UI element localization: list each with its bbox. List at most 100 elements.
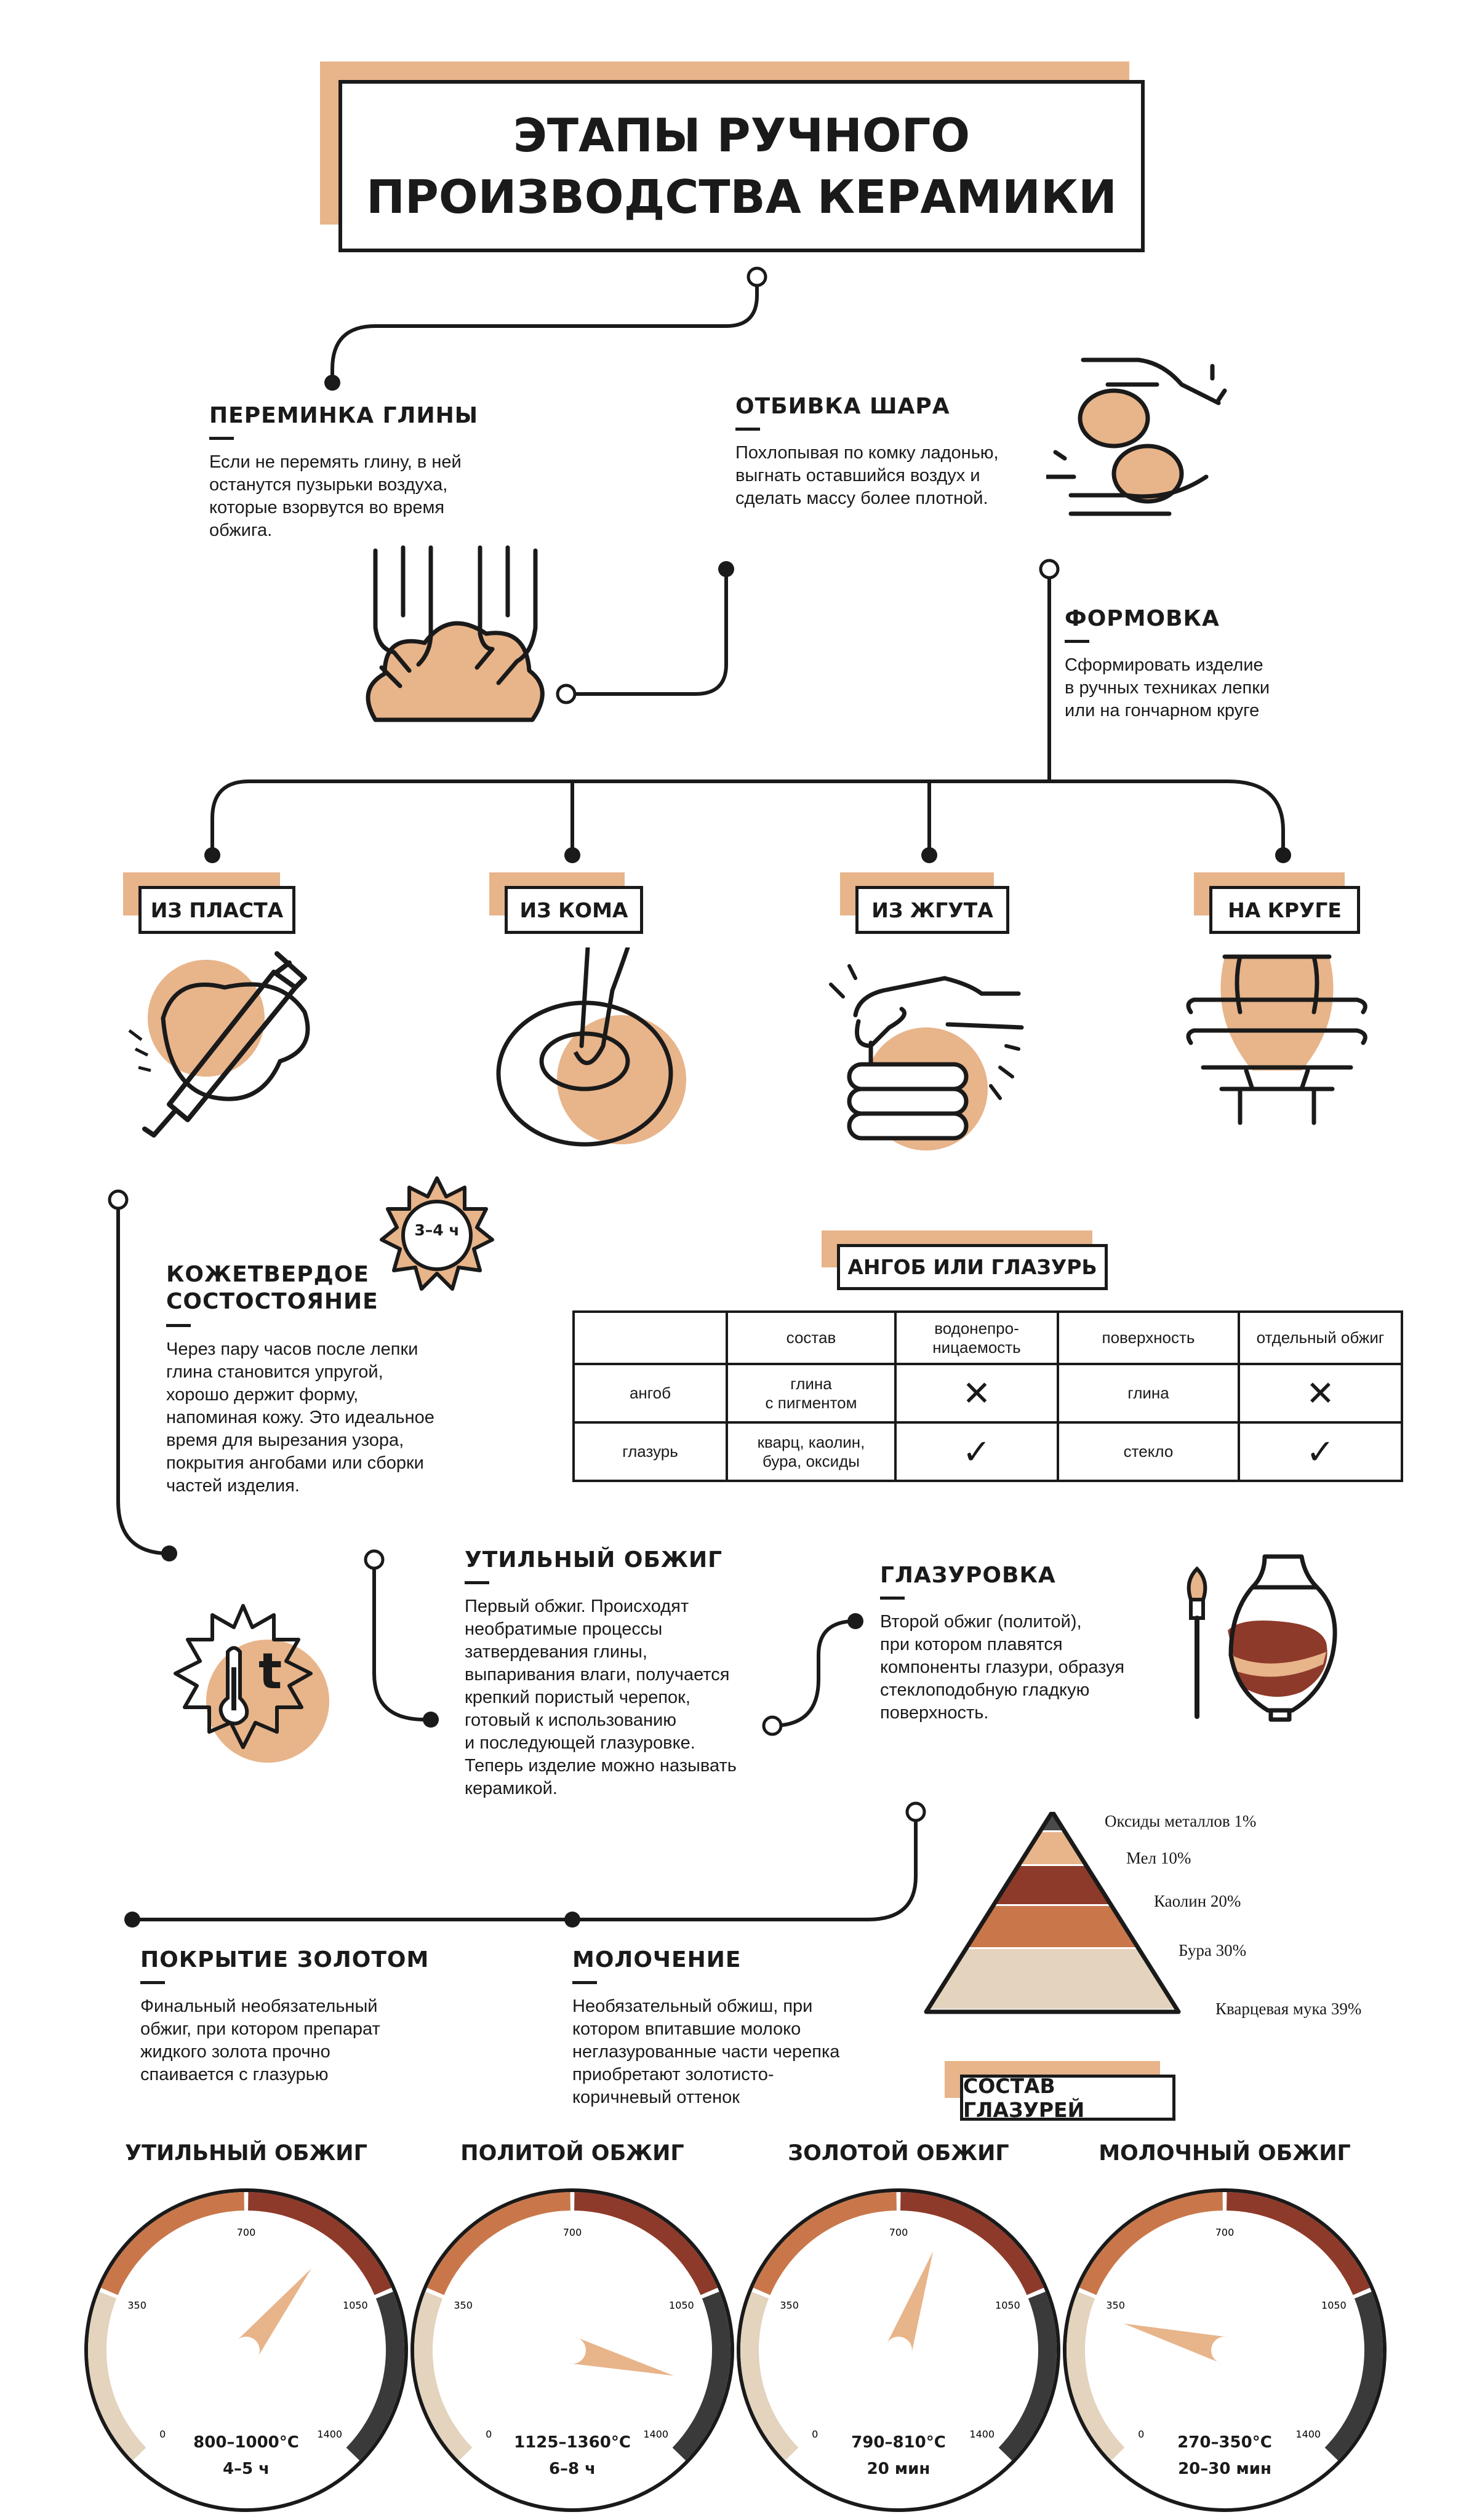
pyramid-label: Мел 10% — [1126, 1849, 1191, 1867]
cross-icon: ✕ — [1238, 1363, 1403, 1424]
gauge-segment — [1079, 2192, 1223, 2295]
gauge-tick-label: 700 — [889, 2227, 908, 2238]
gauge-tick-label: 1400 — [317, 2428, 342, 2440]
kneading-hands-icon — [366, 545, 545, 722]
stage-text: Необязательный обжиш, при котором впитавш… — [572, 1996, 840, 2107]
stage-heading: ФОРМОВКА — [1065, 606, 1372, 643]
stage-milk: МОЛОЧЕНИЕ Необязательный обжиш, при котор… — [572, 1947, 917, 2109]
gauge-tick-label: 1400 — [643, 2428, 668, 2440]
stage-heading: УТИЛЬНЫЙ ОБЖИГ — [465, 1547, 809, 1584]
gauge-tick-label: 700 — [563, 2227, 582, 2238]
stage-heading: КОЖЕТВЕРДОЕ СОСТОСТОЯНИЕ — [166, 1261, 486, 1327]
coil-building-icon — [829, 964, 1024, 1150]
pyramid-label: Бура 30% — [1179, 1941, 1247, 1960]
stage-glazing: ГЛАЗУРОВКА Второй обжиг (политой), при ко… — [880, 1563, 1175, 1725]
gauge-segment — [1067, 2291, 1125, 2461]
gauge-tick-label: 0 — [812, 2428, 818, 2440]
method-tag-coil: ИЗ ЖГУТА — [855, 886, 1009, 934]
table-row: ангоб глина с пигментом ✕ глина ✕ — [572, 1363, 1403, 1424]
gauge-temperature: 800–1000°C — [193, 2433, 299, 2452]
pyramid-layer-kaolin — [994, 1866, 1111, 1904]
gauge-tick-label: 1050 — [995, 2300, 1020, 2311]
pyramid-label: Каолин 20% — [1154, 1892, 1241, 1910]
gauge-tick-label: 350 — [127, 2300, 146, 2311]
gauge-segment — [1324, 2291, 1383, 2461]
glaze-pyramid — [924, 1812, 1181, 2014]
stage-forming: ФОРМОВКА Сформировать изделие в ручных те… — [1065, 606, 1372, 722]
stage-heading: ОТБИВКА ШАРА — [735, 394, 1055, 431]
gauge-segment — [672, 2291, 730, 2461]
gauge-tick-label: 1050 — [343, 2300, 368, 2311]
gauge-duration: 20–30 мин — [1178, 2460, 1271, 2478]
gauge-tick-label: 1050 — [1321, 2300, 1347, 2311]
stage-bisque: УТИЛЬНЫЙ ОБЖИГ Первый обжиг. Происходят н… — [465, 1547, 809, 1800]
gauge-dial: 0 350 700 1050 1400 — [84, 2188, 408, 2512]
gauge-tick-label: 350 — [1106, 2300, 1125, 2311]
stage-kneading: ПЕРЕМИНКА ГЛИНЫ Если не перемять глину, … — [209, 403, 529, 542]
gauge-segment — [247, 2192, 392, 2295]
pyramid-layer-oxides — [1040, 1812, 1065, 1830]
gauge-segment — [1226, 2192, 1371, 2295]
gauge-segment — [414, 2291, 473, 2461]
gauge-needle — [569, 2337, 674, 2376]
stage-text: Если не перемять глину, в ней останутся п… — [209, 452, 462, 540]
gauge-segment — [574, 2192, 718, 2295]
stage-heading: ПОКРЫТИЕ ЗОЛОТОМ — [140, 1947, 485, 1984]
cross-icon: ✕ — [894, 1363, 1059, 1424]
gauge-dial: 0 350 700 1050 1400 — [737, 2188, 1060, 2512]
engobe-glaze-table: состав водонепро- ницаемость поверхность… — [572, 1310, 1403, 1482]
gauge-segment — [100, 2192, 245, 2295]
pyramid-layer-quartz — [929, 1949, 1175, 2009]
gauge-tick-label: 0 — [1138, 2428, 1144, 2440]
gauge-tick-label: 350 — [454, 2300, 473, 2311]
stage-gold: ПОКРЫТИЕ ЗОЛОТОМ Финальный необязательны… — [140, 1947, 485, 2086]
gauge-title: ПОЛИТОЙ ОБЖИГ — [460, 2141, 684, 2166]
gauge-duration: 4–5 ч — [222, 2460, 270, 2478]
gauge-tick-label: 1050 — [669, 2300, 694, 2311]
wedging-hands-icon — [1046, 357, 1227, 516]
gauge-tick-label: 350 — [780, 2300, 799, 2311]
stage-heading: ГЛАЗУРОВКА — [880, 1563, 1175, 1600]
gauge-dial: 0 350 700 1050 1400 — [1063, 2188, 1387, 2512]
stage-text: Похлопывая по комку ладонью, выгнать оста… — [735, 443, 999, 508]
gauge-title: МОЛОЧНЫЙ ОБЖИГ — [1099, 2141, 1351, 2166]
stage-heading: МОЛОЧЕНИЕ — [572, 1947, 917, 1984]
gauge-title: УТИЛЬНЫЙ ОБЖИГ — [125, 2141, 367, 2166]
pottery-wheel-icon — [1186, 954, 1367, 1125]
stage-leather: КОЖЕТВЕРДОЕ СОСТОСТОЯНИЕ Через пару часов… — [166, 1261, 486, 1497]
table-row: глазурь кварц, каолин, бура, оксиды ✓ ст… — [572, 1421, 1403, 1482]
gauge-segment — [900, 2192, 1044, 2295]
pyramid-label: Кварцевая мука 39% — [1215, 2000, 1362, 2018]
pyramid-layer-borax — [967, 1906, 1137, 1947]
leather-badge-text: 3–4 ч — [414, 1221, 460, 1239]
gauge-tick-label: 700 — [1215, 2227, 1235, 2238]
pyramid-label: Оксиды металлов 1% — [1105, 1812, 1257, 1830]
gauge-temperature: 1125–1360°C — [514, 2433, 631, 2452]
pinch-pot-icon — [496, 947, 686, 1147]
stage-text: Финальный необязательный обжиг, при котор… — [140, 1996, 380, 2084]
kiln-thermometer-icon — [174, 1604, 329, 1763]
gauge-tick-label: 700 — [237, 2227, 256, 2238]
glazed-vase-brush-icon — [1187, 1554, 1337, 1722]
glaze-composition-title: СОСТАВ ГЛАЗУРЕЙ — [960, 2074, 1175, 2122]
gauge-segment — [740, 2291, 799, 2461]
gauge-tick-label: 1400 — [969, 2428, 995, 2440]
method-tag-wheel: НА КРУГЕ — [1209, 886, 1360, 934]
gauge-dial: 0 350 700 1050 1400 — [410, 2188, 734, 2512]
gauge-segment — [346, 2291, 404, 2461]
gauge-tick-label: 0 — [486, 2428, 492, 2440]
check-icon: ✓ — [1238, 1421, 1403, 1482]
gauge-needle — [1123, 2323, 1228, 2364]
stage-heading: ПЕРЕМИНКА ГЛИНЫ — [209, 403, 529, 440]
gauge-needle — [886, 2251, 934, 2355]
title-line-2: ПРОИЗВОДСТВА КЕРАМИКИ — [366, 170, 1117, 224]
gauge-tick-label: 0 — [159, 2428, 166, 2440]
stage-text: Второй обжиг (политой), при котором плавя… — [880, 1612, 1125, 1723]
gauge-needle — [235, 2268, 311, 2359]
gauge-tick-label: 1400 — [1295, 2428, 1321, 2440]
rolling-pin-icon — [128, 951, 310, 1138]
gauge-segment — [88, 2291, 146, 2461]
stage-text: Сформировать изделие в ручных техниках ле… — [1065, 655, 1270, 720]
gauge-temperature: 790–810°C — [851, 2433, 946, 2452]
method-tag-slab: ИЗ ПЛАСТА — [138, 886, 295, 934]
